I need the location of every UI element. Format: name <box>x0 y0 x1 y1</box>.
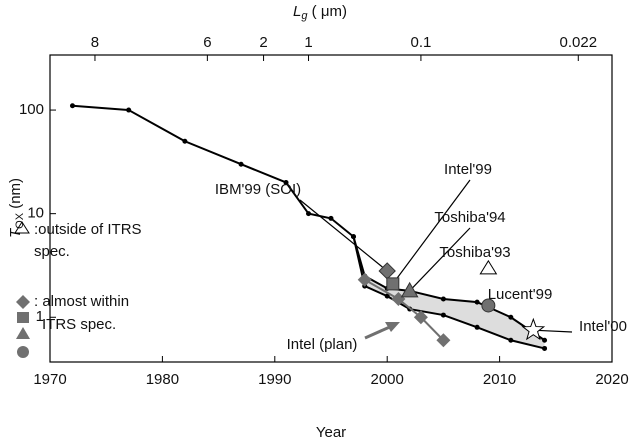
point <box>481 298 496 313</box>
top-tick-label: 8 <box>91 34 99 51</box>
marker <box>283 179 289 185</box>
series-line <box>364 278 445 341</box>
x-tick-label: 1980 <box>146 371 179 388</box>
marker <box>357 272 372 287</box>
y-tick-label: 1 <box>36 308 44 325</box>
marker <box>542 337 548 343</box>
top-axis-label: Lg ( μm) <box>293 3 347 22</box>
marker <box>542 345 548 351</box>
plot-frame <box>49 54 613 363</box>
marker <box>440 296 446 302</box>
marker <box>508 314 514 320</box>
legend-symbol <box>14 221 30 234</box>
shaded-band <box>353 236 545 349</box>
top-tick-label: 2 <box>259 34 267 51</box>
annotation: Toshiba'93 <box>439 244 510 261</box>
legend-symbol <box>17 312 29 323</box>
legend-symbol <box>16 295 30 309</box>
top-tick-label: 0.022 <box>560 34 598 51</box>
x-tick-label: 2020 <box>595 371 628 388</box>
leader-line <box>409 227 471 292</box>
legend-text: :outside of ITRS <box>34 221 142 238</box>
point <box>386 277 400 291</box>
annotation: Toshiba'94 <box>434 209 505 226</box>
marker <box>328 215 334 221</box>
arrow-head <box>385 322 400 332</box>
marker <box>238 161 244 167</box>
point <box>479 259 498 275</box>
series-line <box>352 236 545 350</box>
marker <box>69 103 75 109</box>
marker <box>436 333 451 348</box>
annotation: Intel (plan) <box>287 336 358 353</box>
x-tick-label: 2010 <box>483 371 516 388</box>
marker <box>306 211 312 217</box>
point <box>378 262 396 280</box>
annotation: Intel'00 <box>579 318 627 335</box>
marker <box>350 234 356 240</box>
marker <box>126 107 132 113</box>
marker <box>474 324 480 330</box>
x-tick-label: 2000 <box>371 371 404 388</box>
marker <box>384 293 390 299</box>
legend-symbol <box>17 346 29 358</box>
marker <box>413 310 428 325</box>
legend-text: : almost within <box>34 293 129 310</box>
x-tick-label: 1990 <box>258 371 291 388</box>
x-axis-label: Year <box>316 424 346 441</box>
legend-text: ITRS spec. <box>42 316 116 333</box>
point <box>521 317 546 341</box>
y-tick-label: 100 <box>19 101 44 118</box>
top-tick-label: 0.1 <box>410 34 431 51</box>
legend-symbol <box>16 327 30 339</box>
annotation: IBM'99 (SOI) <box>215 181 301 198</box>
y-axis-label: TOX (nm) <box>7 178 26 238</box>
marker <box>508 337 514 343</box>
point <box>400 281 419 298</box>
leader-line <box>392 179 471 285</box>
annotation: Lucent'99 <box>488 286 553 303</box>
x-tick-label: 1970 <box>33 371 66 388</box>
top-tick-label: 1 <box>304 34 312 51</box>
marker <box>182 138 188 144</box>
annotation: Intel'99 <box>444 161 492 178</box>
top-tick-label: 6 <box>203 34 211 51</box>
marker <box>474 299 480 305</box>
marker <box>440 312 446 318</box>
arrow <box>364 324 393 340</box>
legend-text: spec. <box>34 243 70 260</box>
leader-line <box>299 199 388 272</box>
y-tick-label: 10 <box>27 205 44 222</box>
